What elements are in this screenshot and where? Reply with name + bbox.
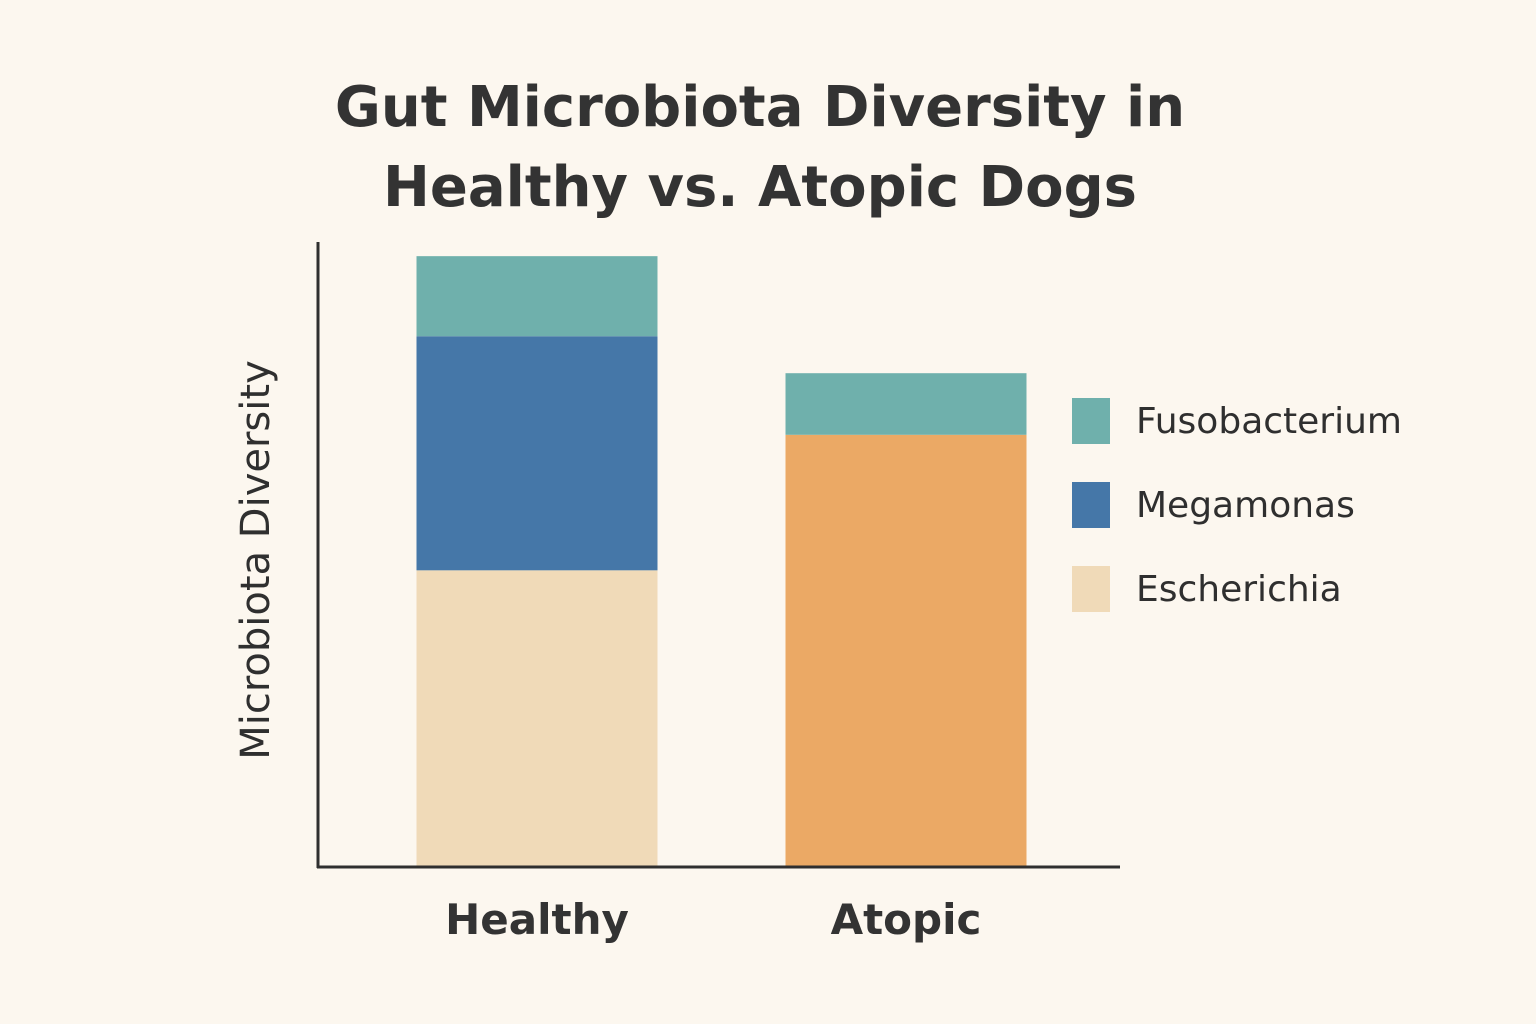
legend-swatch-megamonas — [1072, 482, 1110, 528]
bar-segment-healthy-2 — [416, 256, 658, 337]
bar-segment-healthy-0 — [416, 570, 658, 866]
legend-label-fusobacterium: Fusobacterium — [1136, 401, 1402, 442]
chart-title-line-1: Gut Microbiota Diversity in — [334, 75, 1186, 140]
legend-item-fusobacterium: Fusobacterium — [1072, 398, 1432, 446]
x-tick-label-healthy: Healthy — [445, 895, 629, 944]
legend-swatch-escherichia — [1072, 566, 1110, 612]
legend-item-escherichia: Escherichia — [1072, 566, 1432, 614]
legend-item-megamonas: Megamonas — [1072, 482, 1432, 530]
chart-title: Gut Microbiota Diversity in Healthy vs. … — [0, 68, 1520, 228]
legend-swatch-fusobacterium — [1072, 398, 1110, 444]
chart-title-line-2: Healthy vs. Atopic Dogs — [382, 155, 1137, 220]
bars-layer — [416, 256, 1027, 866]
x-tick-label-atopic: Atopic — [831, 895, 982, 944]
legend-label-escherichia: Escherichia — [1136, 569, 1342, 610]
bar-segment-healthy-1 — [416, 336, 658, 571]
legend-label-megamonas: Megamonas — [1136, 485, 1355, 526]
bar-segment-atopic-1 — [785, 373, 1027, 435]
bar-segment-atopic-0 — [785, 434, 1027, 866]
x-tick-labels: Healthy Atopic — [445, 895, 981, 944]
